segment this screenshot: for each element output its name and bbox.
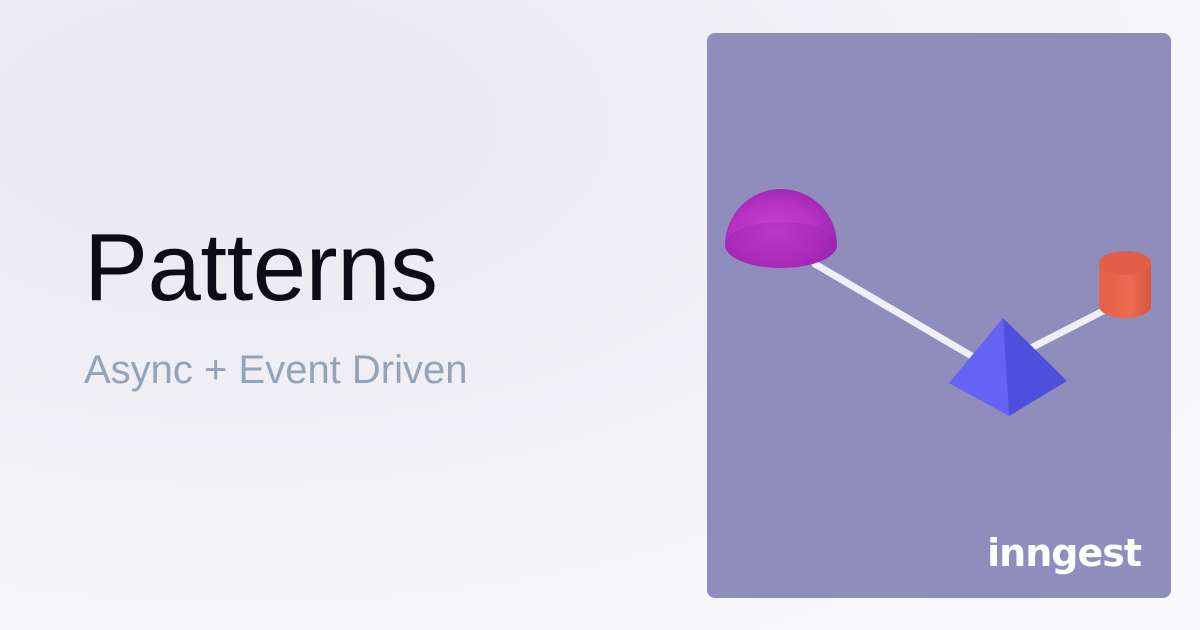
page-title: Patterns — [84, 214, 438, 321]
inngest-logo: inngest — [987, 531, 1142, 575]
pyramid-shape — [949, 318, 1067, 416]
connector-pyramid-cylinder — [1021, 305, 1111, 355]
cylinder-shape — [1099, 251, 1151, 318]
connector-dome-pyramid — [811, 260, 991, 369]
event-graph-illustration — [725, 189, 1151, 416]
hero-text: Patterns Async + Event Driven — [84, 214, 644, 392]
dome-shape — [725, 189, 837, 268]
illustration-card: inngest — [707, 33, 1171, 598]
page-subtitle: Async + Event Driven — [84, 348, 468, 392]
